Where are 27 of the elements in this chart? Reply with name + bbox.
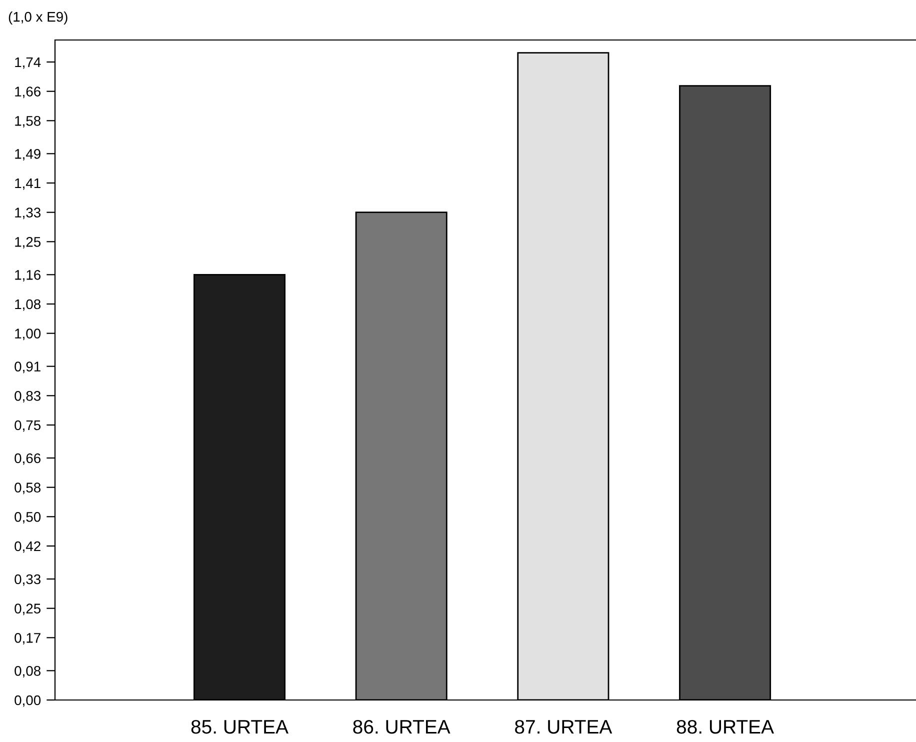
y-tick-label: 0,17	[14, 633, 40, 644]
y-tick-label: 1,41	[15, 178, 40, 190]
y-tick-label: 0,25	[14, 604, 41, 616]
y-tick-label: 1,25	[15, 237, 41, 248]
y-tick-label: 0,75	[14, 420, 41, 432]
y-tick-label: 0,33	[14, 574, 41, 586]
y-tick-label: 1,58	[15, 116, 41, 128]
x-tick-label: 86. URTEA	[353, 720, 450, 734]
y-tick-label: 1,16	[15, 270, 41, 282]
y-tick-label: 1,08	[15, 299, 41, 311]
y-tick-label: 0,50	[14, 512, 41, 524]
y-axis-title: (1,0 x E9)	[8, 12, 68, 24]
y-tick-label: 0,66	[14, 453, 41, 465]
y-tick-label: 0,00	[14, 695, 41, 707]
y-tick-label: 0,42	[14, 541, 40, 553]
y-tick-label: 1,74	[15, 57, 41, 69]
x-tick-label: 87. URTEA	[515, 720, 612, 734]
y-tick-label: 1,49	[15, 149, 40, 160]
x-tick-label: 85. URTEA	[191, 720, 288, 734]
y-tick-label: 1,33	[15, 208, 41, 220]
x-tick-label: 88. URTEA	[676, 720, 774, 734]
y-tick-label: 1,00	[15, 328, 41, 340]
y-tick-label: 0,08	[14, 666, 41, 678]
y-tick-label: 0,91	[14, 362, 40, 374]
y-tick-label: 0,58	[14, 482, 41, 494]
y-tick-label: 0,83	[14, 391, 41, 402]
y-tick-label: 1,66	[15, 86, 41, 98]
